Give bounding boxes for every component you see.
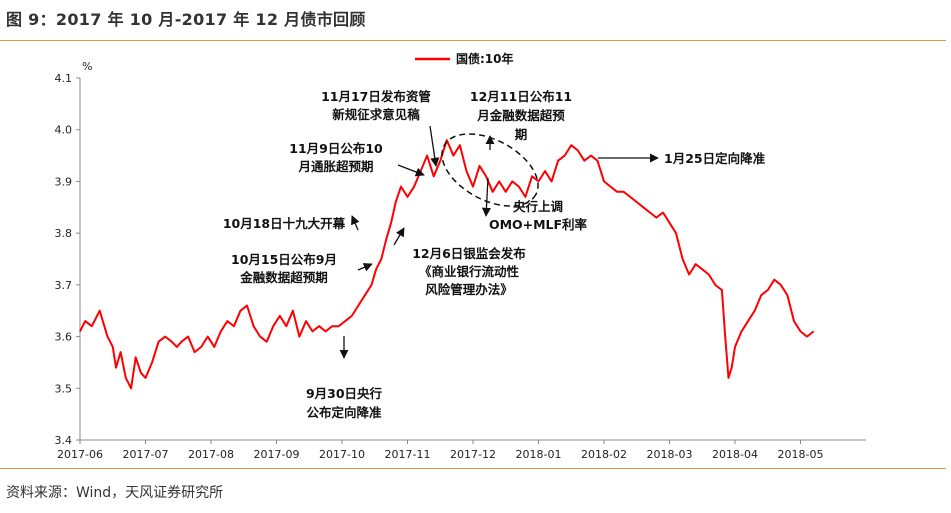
y-tick-label: 3.6 [55, 331, 73, 344]
highlight-ellipse [441, 133, 539, 207]
annotation-arrow [481, 177, 491, 217]
annotation-line: 12月6日银监会发布 [412, 246, 526, 261]
x-tick-label: 2018-02 [581, 448, 627, 461]
x-tick-label: 2017-07 [123, 448, 169, 461]
annotation-line: 央行上调 [513, 199, 563, 214]
annotation-line: 《商业银行流动性 [419, 264, 520, 279]
x-tick-label: 2018-04 [712, 448, 758, 461]
annotation-line: 月金融数据超预 [476, 108, 565, 123]
annotation-text: 央行上调 OMO+MLF利率 [489, 199, 588, 232]
annotation-arrow [429, 125, 440, 167]
y-tick-label: 4.1 [55, 72, 73, 85]
title-rule [0, 40, 946, 41]
x-tick-label: 2018-05 [778, 448, 824, 461]
legend-label: 国债:10年 [456, 51, 514, 66]
annotation-arrow [393, 227, 405, 246]
annotation-line: 12月11日公布11 [470, 89, 572, 104]
source-rule [0, 468, 946, 469]
y-tick-label: 3.4 [55, 434, 73, 447]
series-line [79, 139, 815, 390]
chart-series [79, 139, 815, 390]
x-tick-label: 2017-06 [57, 448, 103, 461]
annotation-text: 1月25日定向降准 [664, 151, 766, 166]
x-tick-label: 2017-08 [188, 448, 234, 461]
annotation-line: 10月18日十九大开幕 [223, 216, 346, 231]
annotation-line: 风险管理办法》 [425, 282, 513, 297]
x-tick-label: 2017-09 [254, 448, 300, 461]
chart-ticks: 3.4 3.5 3.6 3.7 3.8 3.9 4.0 4.1% 2017-06 2017-07 2… [55, 60, 824, 461]
annotation-line: 1月25日定向降准 [664, 151, 766, 166]
annotation-text: 12月11日公布11 月金融数据超预期 [470, 89, 572, 142]
annotation-line: 11月17日发布资管 [321, 89, 431, 104]
annotation-arrow [397, 164, 425, 177]
annotation-text: 10月15日公布9月金融数据超预期 [231, 252, 337, 285]
annotation-text: 12月6日银监会发布《商业银行流动性风险管理办法》 [412, 246, 526, 297]
y-tick-label: 3.9 [55, 175, 73, 188]
annotation-line: 10月15日公布9月 [231, 252, 337, 267]
figure-source: 资料来源：Wind，天风证券研究所 [6, 485, 224, 501]
annotation-line: 9月30日央行 [306, 386, 383, 401]
figure-title: 图 9：2017 年 10 月-2017 年 12 月债市回顾 [6, 10, 366, 29]
annotation-line: 新规征求意见稿 [332, 107, 420, 122]
y-tick-label: 4.0 [55, 124, 73, 137]
annotation-arrow [351, 215, 360, 231]
annotation-line: OMO+MLF利率 [489, 217, 588, 232]
x-tick-label: 2017-11 [385, 448, 431, 461]
annotation-line: 期 [515, 127, 528, 142]
annotation-text: 9月30日央行公布定向降准 [306, 386, 383, 420]
y-tick-label: 3.8 [55, 227, 73, 240]
y-tick-label: 3.7 [55, 279, 73, 292]
chart-legend: 国债:10年 [415, 51, 514, 66]
annotation-text: 11月9日公布10 月通胀超预期 [289, 141, 383, 174]
y-tick-label: 3.5 [55, 382, 73, 395]
annotation-line: 金融数据超预期 [239, 270, 328, 285]
chart-annotations: 11月17日发布资管新规征求意见稿 12月11日公布11 月金融数据超预期 11月9日… [223, 89, 766, 420]
annotation-line: 11月9日公布10 [289, 141, 383, 156]
annotation-line: 月通胀超预期 [297, 159, 373, 174]
y-axis-label: % [82, 60, 92, 73]
annotation-text: 11月17日发布资管新规征求意见稿 [321, 89, 431, 122]
x-tick-label: 2017-10 [319, 448, 365, 461]
x-tick-label: 2018-01 [516, 448, 562, 461]
annotation-text: 10月18日十九大开幕 [223, 216, 346, 231]
annotation-arrow [357, 263, 373, 272]
x-tick-label: 2017-12 [450, 448, 496, 461]
x-tick-label: 2018-03 [647, 448, 693, 461]
annotation-line: 公布定向降准 [306, 405, 382, 420]
